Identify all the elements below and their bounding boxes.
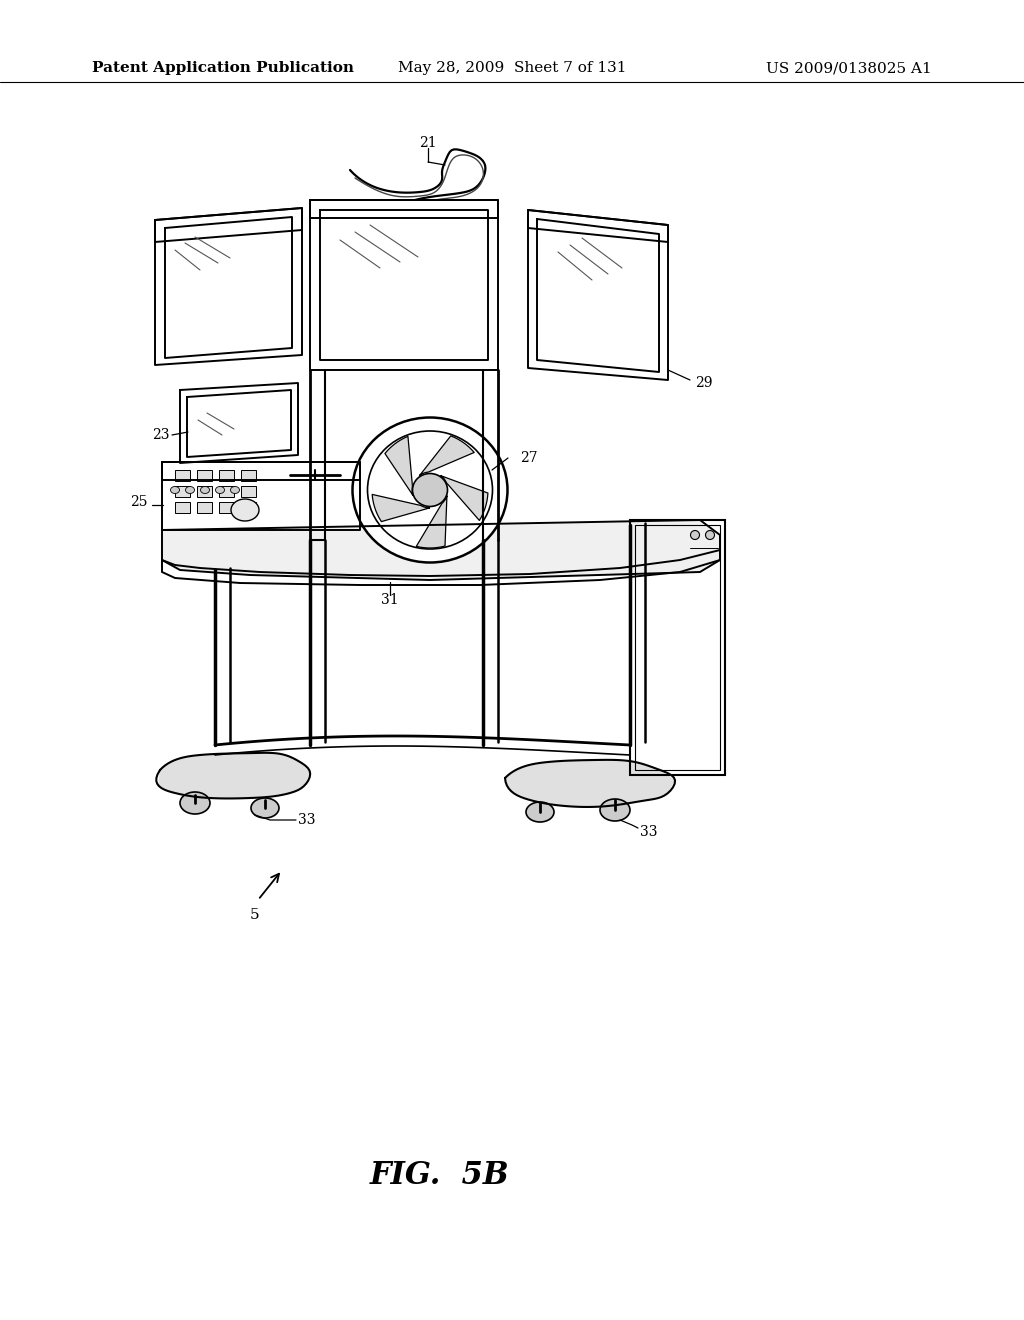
Ellipse shape bbox=[413, 474, 447, 507]
Ellipse shape bbox=[180, 792, 210, 814]
Polygon shape bbox=[505, 760, 675, 807]
Bar bbox=[630, 520, 725, 775]
Polygon shape bbox=[158, 752, 310, 799]
Ellipse shape bbox=[171, 487, 179, 494]
Polygon shape bbox=[420, 436, 474, 475]
Text: 31: 31 bbox=[381, 593, 398, 607]
Text: May 28, 2009  Sheet 7 of 131: May 28, 2009 Sheet 7 of 131 bbox=[397, 61, 627, 75]
Bar bbox=[219, 470, 234, 480]
Bar bbox=[219, 486, 234, 498]
Text: 25: 25 bbox=[130, 495, 147, 510]
Ellipse shape bbox=[231, 499, 259, 521]
Bar bbox=[175, 502, 190, 513]
Ellipse shape bbox=[185, 487, 195, 494]
Bar bbox=[197, 486, 212, 498]
Ellipse shape bbox=[706, 531, 715, 540]
Bar bbox=[175, 486, 190, 498]
Text: 29: 29 bbox=[695, 376, 713, 389]
Text: 33: 33 bbox=[298, 813, 315, 828]
Text: 23: 23 bbox=[152, 428, 170, 442]
Ellipse shape bbox=[251, 799, 279, 818]
Polygon shape bbox=[417, 496, 446, 548]
Polygon shape bbox=[385, 437, 413, 495]
Ellipse shape bbox=[230, 487, 240, 494]
Bar bbox=[175, 470, 190, 480]
Bar bbox=[241, 486, 256, 498]
Polygon shape bbox=[441, 475, 487, 520]
Ellipse shape bbox=[526, 803, 554, 822]
Bar bbox=[197, 470, 212, 480]
Ellipse shape bbox=[690, 531, 699, 540]
Text: FIG.  5B: FIG. 5B bbox=[370, 1159, 510, 1191]
Text: 5: 5 bbox=[250, 908, 260, 921]
Text: 21: 21 bbox=[419, 136, 437, 150]
Text: 33: 33 bbox=[640, 825, 657, 840]
Polygon shape bbox=[162, 520, 720, 579]
Text: 27: 27 bbox=[520, 451, 538, 465]
Ellipse shape bbox=[600, 799, 630, 821]
Bar bbox=[635, 525, 720, 770]
Bar bbox=[241, 470, 256, 480]
Ellipse shape bbox=[201, 487, 210, 494]
Bar bbox=[197, 502, 212, 513]
Text: Patent Application Publication: Patent Application Publication bbox=[92, 61, 354, 75]
Ellipse shape bbox=[352, 417, 508, 562]
Text: US 2009/0138025 A1: US 2009/0138025 A1 bbox=[766, 61, 932, 75]
Polygon shape bbox=[372, 495, 429, 521]
Bar bbox=[241, 502, 256, 513]
Ellipse shape bbox=[215, 487, 224, 494]
Bar bbox=[219, 502, 234, 513]
